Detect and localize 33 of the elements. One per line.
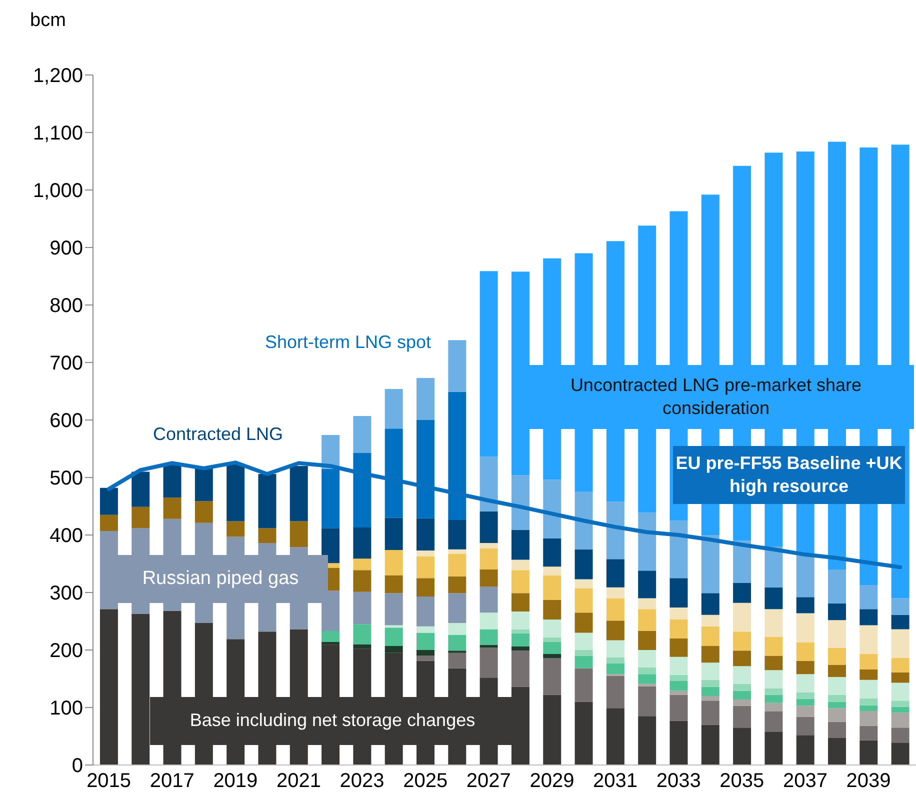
x-tick-label: 2039 bbox=[846, 770, 891, 792]
series-label: Contracted LNG bbox=[152, 423, 284, 446]
x-tick-label: 2021 bbox=[276, 770, 321, 792]
series-label: Uncontracted LNG pre-market share consideration bbox=[569, 374, 863, 420]
y-tick-label: 1,000 bbox=[32, 180, 83, 202]
x-tick-label: 2029 bbox=[530, 770, 574, 792]
y-tick-label: 1,200 bbox=[32, 65, 83, 88]
x-tick-label: 2015 bbox=[86, 770, 132, 792]
y-tick-label: 0 bbox=[72, 755, 83, 778]
y-tick-label: 900 bbox=[50, 238, 83, 260]
series-label: Base including net storage changes bbox=[190, 709, 476, 732]
y-tick-label: 500 bbox=[50, 468, 83, 490]
y-axis-title: bcm bbox=[30, 10, 66, 32]
y-tick-label: 700 bbox=[50, 352, 83, 375]
y-tick-label: 100 bbox=[50, 698, 83, 720]
x-tick-label: 2033 bbox=[656, 770, 701, 792]
x-tick-label: 2031 bbox=[593, 770, 638, 792]
y-tick-label: 600 bbox=[50, 410, 83, 432]
series-label: Russian piped gas bbox=[142, 566, 299, 591]
y-tick-label: 800 bbox=[50, 295, 83, 318]
x-tick-label: 2017 bbox=[150, 770, 194, 792]
x-tick-label: 2035 bbox=[720, 770, 764, 792]
y-tick-label: 1,100 bbox=[32, 122, 83, 145]
caption-box: EU pre-FF55 Baseline +UK high resource bbox=[673, 446, 905, 504]
x-tick-label: 2019 bbox=[213, 770, 258, 792]
y-tick-label: 400 bbox=[50, 525, 83, 548]
y-tick-label: 300 bbox=[50, 582, 83, 605]
text: Short-term LNG spot bbox=[264, 331, 432, 354]
x-tick-label: 2027 bbox=[466, 770, 511, 792]
x-tick-label: 2037 bbox=[782, 770, 828, 792]
x-tick-label: 2025 bbox=[403, 770, 448, 792]
x-tick-label: 2023 bbox=[340, 770, 384, 792]
y-tick-label: 200 bbox=[50, 640, 83, 662]
